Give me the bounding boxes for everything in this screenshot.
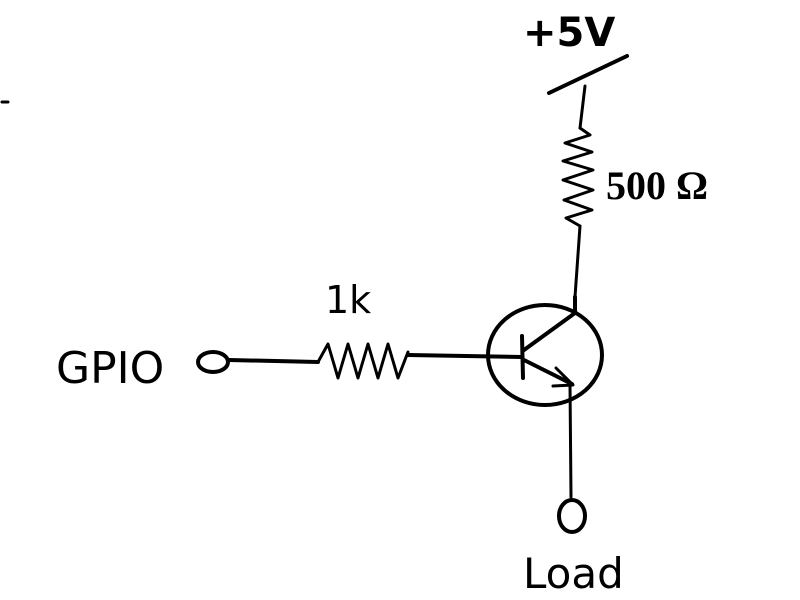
collector-resistor-label: 500 Ω [606, 163, 708, 208]
input-label: GPIO [56, 343, 164, 394]
supply-rail [547, 54, 629, 95]
base-resistor [316, 342, 410, 380]
resistor-to-base-wire [406, 353, 524, 359]
base-resistor-label: 1k [325, 278, 371, 322]
resistor-to-collector-wire [573, 224, 582, 299]
load-label: Load [523, 549, 624, 598]
transistor-emitter-leg [522, 358, 574, 386]
input-terminal [196, 350, 230, 374]
collector-resistor [561, 126, 595, 228]
transistor-collector-leg [522, 295, 577, 352]
emitter-to-load-wire [568, 382, 573, 499]
emitter-arrow-icon [551, 366, 575, 388]
input-wire [227, 358, 320, 364]
supply-to-resistor-wire [578, 84, 587, 130]
load-terminal [557, 498, 587, 534]
supply-label: +5V [523, 10, 615, 56]
